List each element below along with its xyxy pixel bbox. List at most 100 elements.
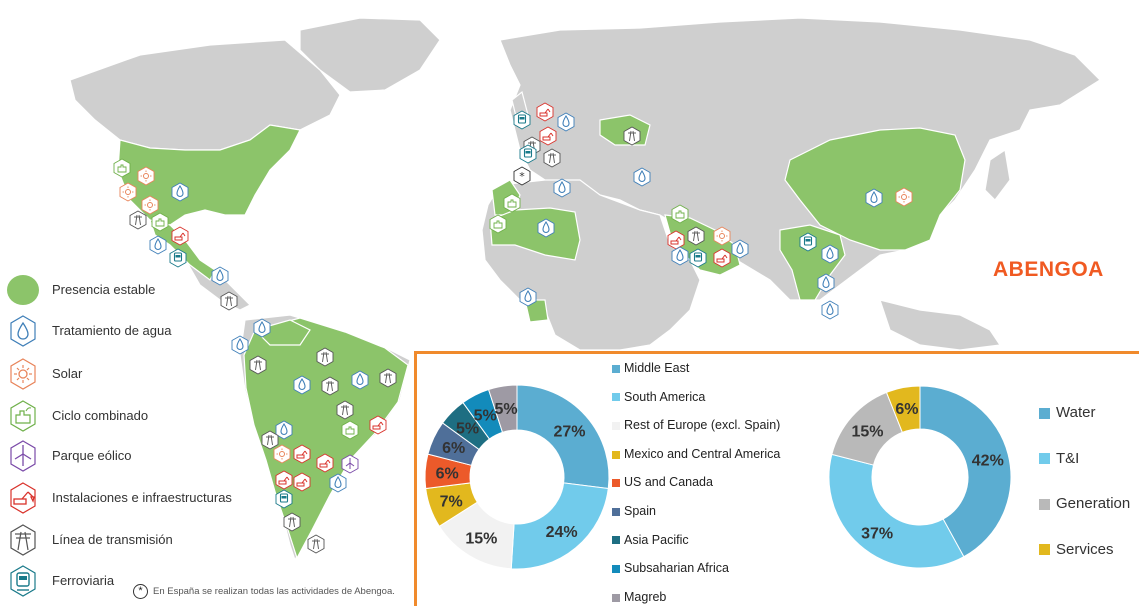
excavator-icon — [538, 126, 558, 146]
presence-china — [784, 127, 966, 251]
transmission-tower-icon — [315, 347, 335, 367]
wind-turbine-icon — [10, 440, 36, 472]
donut-data-label: 15% — [465, 530, 497, 547]
legend-swatch — [1039, 498, 1050, 510]
water-drop-icon — [864, 188, 884, 208]
legend-swatch — [612, 393, 620, 402]
svg-text:*: * — [519, 170, 525, 183]
southeast-asia — [879, 299, 1002, 351]
donut-slice — [885, 385, 921, 434]
transmission-tower-icon — [320, 376, 340, 396]
transmission-tower-icon — [686, 226, 706, 246]
legend-label: Tratamiento de agua — [52, 323, 172, 338]
legend-entry: Subsaharian Africa — [612, 561, 729, 575]
legend-swatch — [1039, 544, 1050, 556]
excavator-icon — [10, 482, 36, 514]
sun-icon — [140, 195, 160, 215]
transmission-tower-icon — [378, 368, 398, 388]
canada — [69, 39, 341, 151]
greenland — [299, 17, 441, 93]
excavator-icon — [170, 226, 190, 246]
abengoa-logo: ABENGOA — [993, 258, 1104, 281]
legend-entry: T&I — [1039, 450, 1079, 467]
wind-turbine-icon — [340, 454, 360, 474]
water-drop-icon — [632, 167, 652, 187]
legend-label: Línea de transmisión — [52, 532, 173, 547]
legend-item-infrastructure: Instalaciones e infraestructuras — [4, 481, 264, 517]
donut-data-label: 42% — [972, 453, 1004, 470]
legend-item-railway: Ferroviaria — [4, 564, 264, 600]
legend-label: T&I — [1056, 449, 1080, 467]
legend-item-transmission: Línea de transmisión — [4, 523, 264, 559]
transmission-tower-icon — [10, 524, 36, 556]
transmission-tower-icon — [260, 430, 280, 450]
excavator-icon — [315, 453, 335, 473]
legend-label: Water — [1056, 404, 1096, 421]
water-drop-icon — [536, 218, 556, 238]
donut-data-label: 6% — [895, 401, 918, 418]
water-drop-icon — [816, 273, 836, 293]
combined-cycle-icon — [670, 204, 690, 224]
legend-label: Ferroviaria — [52, 573, 115, 588]
excavator-icon — [292, 444, 312, 464]
water-drop-icon — [10, 315, 36, 347]
train-icon — [798, 232, 818, 252]
water-drop-icon — [820, 300, 840, 320]
legend-label: Asia Pacific — [624, 532, 689, 547]
combined-cycle-icon — [488, 214, 508, 234]
legend-swatch — [612, 364, 620, 373]
legend-label: Parque eólico — [52, 448, 132, 463]
combined-cycle-icon — [112, 158, 132, 178]
legend-item-wind: Parque eólico — [4, 439, 264, 475]
presence-west-africa — [524, 299, 549, 323]
legend-label: Magreb — [624, 589, 667, 604]
combined-cycle-icon — [10, 400, 36, 432]
legend-item-combined-cycle: Ciclo combinado — [4, 399, 264, 435]
legend-label: South America — [624, 389, 706, 404]
combined-cycle-icon — [340, 420, 360, 440]
water-drop-icon — [230, 335, 250, 355]
legend-entry: South America — [612, 390, 705, 404]
legend-item-solar: Solar — [4, 357, 264, 393]
donut-data-label: 5% — [474, 408, 497, 425]
water-drop-icon — [210, 266, 230, 286]
water-drop-icon — [170, 182, 190, 202]
charts-panel: 27% 24% 15% 7% 6% 6% 5% 5% 5% 42% 37% 15% 6% Middle … — [414, 351, 1139, 606]
donut-slice — [510, 482, 609, 570]
water-drop-icon — [274, 420, 294, 440]
transmission-tower-icon — [219, 291, 239, 311]
transmission-tower-icon — [542, 148, 562, 168]
legend-swatch — [1039, 453, 1050, 465]
legend-swatch — [612, 507, 620, 516]
donut-data-label: 37% — [861, 525, 893, 542]
legend-label: Solar — [52, 366, 83, 381]
legend-label: Ciclo combinado — [52, 408, 149, 423]
japan — [984, 148, 1011, 201]
water-drop-icon — [328, 473, 348, 493]
legend-swatch — [612, 421, 620, 430]
donut-data-label: 27% — [553, 424, 585, 441]
water-drop-icon — [670, 246, 690, 266]
donut-slice — [919, 385, 1012, 558]
excavator-icon — [274, 470, 294, 490]
donut-data-label: 6% — [436, 466, 459, 483]
donut-data-label: 5% — [456, 421, 479, 438]
excavator-icon — [535, 102, 555, 122]
train-icon — [512, 110, 532, 130]
legend-label: Services — [1056, 540, 1114, 558]
water-drop-icon — [252, 318, 272, 338]
water-drop-icon — [730, 239, 750, 259]
legend-entry: Services — [1039, 541, 1114, 558]
legend-entry: Water — [1039, 404, 1095, 421]
excavator-icon — [292, 472, 312, 492]
legend-entry: US and Canada — [612, 475, 713, 489]
presence-blob-icon — [7, 275, 39, 305]
water-drop-icon — [148, 235, 168, 255]
train-icon — [274, 489, 294, 509]
train-icon — [518, 144, 538, 164]
transmission-tower-icon — [282, 512, 302, 532]
sun-icon — [272, 444, 292, 464]
legend-entry: Asia Pacific — [612, 533, 689, 547]
transmission-tower-icon — [622, 126, 642, 146]
legend-label: Middle East — [624, 361, 690, 375]
